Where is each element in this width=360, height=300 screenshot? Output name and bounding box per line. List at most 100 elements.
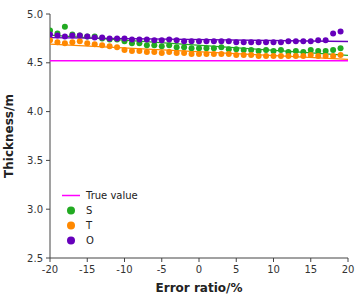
point: [233, 52, 239, 58]
point: [54, 39, 60, 45]
point: [151, 49, 157, 55]
point: [308, 52, 314, 58]
x-tick: [199, 258, 200, 262]
x-tick: [273, 258, 274, 262]
point: [166, 36, 172, 42]
plot-area: [50, 24, 348, 61]
point: [181, 44, 187, 50]
point: [107, 36, 113, 42]
legend-swatch: [62, 195, 80, 197]
x-tick-label: -20: [42, 264, 58, 275]
point: [99, 42, 105, 48]
point: [99, 34, 105, 40]
point: [278, 47, 284, 53]
point: [144, 49, 150, 55]
y-tick-label: 3.0: [27, 204, 43, 215]
point: [107, 35, 113, 41]
point: [278, 39, 284, 45]
point: [233, 46, 239, 52]
point: [338, 29, 344, 35]
point: [92, 41, 98, 47]
x-tick-label: 5: [233, 264, 239, 275]
point: [196, 45, 202, 51]
point: [114, 35, 120, 41]
point: [241, 39, 247, 45]
legend-label: T: [85, 220, 93, 231]
point: [233, 39, 239, 45]
point: [84, 40, 90, 46]
point: [181, 50, 187, 56]
chart: -20-15-10-5051015202.53.03.54.04.55.0Err…: [0, 0, 360, 300]
point: [338, 52, 344, 58]
reference-line: [50, 60, 348, 62]
x-tick-label: 10: [267, 264, 280, 275]
point: [285, 53, 291, 59]
point: [189, 51, 195, 57]
point: [323, 53, 329, 59]
point: [151, 37, 157, 43]
point: [122, 47, 128, 53]
legend-label: O: [86, 235, 94, 246]
point: [218, 51, 224, 57]
y-tick: [46, 209, 50, 210]
point: [159, 37, 165, 43]
legend-label: S: [86, 205, 92, 216]
point: [84, 33, 90, 39]
legend-swatch: [67, 237, 75, 245]
x-tick: [50, 258, 51, 262]
point: [196, 38, 202, 44]
point: [136, 36, 142, 42]
point: [211, 51, 217, 57]
point: [248, 39, 254, 45]
point: [271, 39, 277, 45]
point: [330, 47, 336, 53]
legend-swatch: [67, 222, 75, 230]
point: [114, 36, 120, 42]
point: [293, 38, 299, 44]
x-tick-label: 20: [342, 264, 355, 275]
legend-label: True value: [85, 190, 138, 201]
point: [174, 44, 180, 50]
point: [300, 38, 306, 44]
point: [338, 45, 344, 51]
y-tick-label: 2.5: [27, 253, 43, 264]
x-tick: [310, 258, 311, 262]
point: [203, 45, 209, 51]
x-tick-label: 15: [304, 264, 317, 275]
point: [69, 39, 75, 45]
point: [196, 51, 202, 57]
point: [263, 47, 269, 53]
point: [77, 32, 83, 38]
point: [159, 50, 165, 56]
x-tick-label: -10: [116, 264, 132, 275]
point: [62, 40, 68, 46]
y-tick: [46, 111, 50, 112]
point: [144, 36, 150, 42]
x-tick-label: -15: [79, 264, 95, 275]
x-tick: [348, 258, 349, 262]
point: [293, 53, 299, 59]
point: [203, 38, 209, 44]
point: [166, 49, 172, 55]
point: [211, 45, 217, 51]
point: [241, 52, 247, 58]
x-tick-label: -5: [157, 264, 167, 275]
axes: -20-15-10-5051015202.53.03.54.04.55.0: [27, 9, 354, 276]
point: [62, 24, 68, 30]
point: [256, 39, 262, 45]
point: [122, 35, 128, 41]
point: [285, 38, 291, 44]
point: [174, 50, 180, 56]
x-tick: [87, 258, 88, 262]
x-tick: [236, 258, 237, 262]
point: [256, 53, 262, 59]
y-tick: [46, 258, 50, 259]
point: [189, 38, 195, 44]
y-tick-label: 4.0: [27, 106, 43, 117]
point: [263, 39, 269, 45]
y-tick: [46, 160, 50, 161]
point: [107, 43, 113, 49]
x-tick: [124, 258, 125, 262]
point: [323, 37, 329, 43]
point: [226, 51, 232, 57]
